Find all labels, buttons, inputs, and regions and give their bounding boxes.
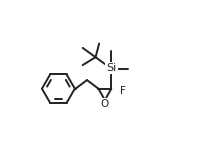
Text: O: O <box>101 99 109 109</box>
Text: Si: Si <box>106 63 117 73</box>
Text: F: F <box>120 86 126 96</box>
